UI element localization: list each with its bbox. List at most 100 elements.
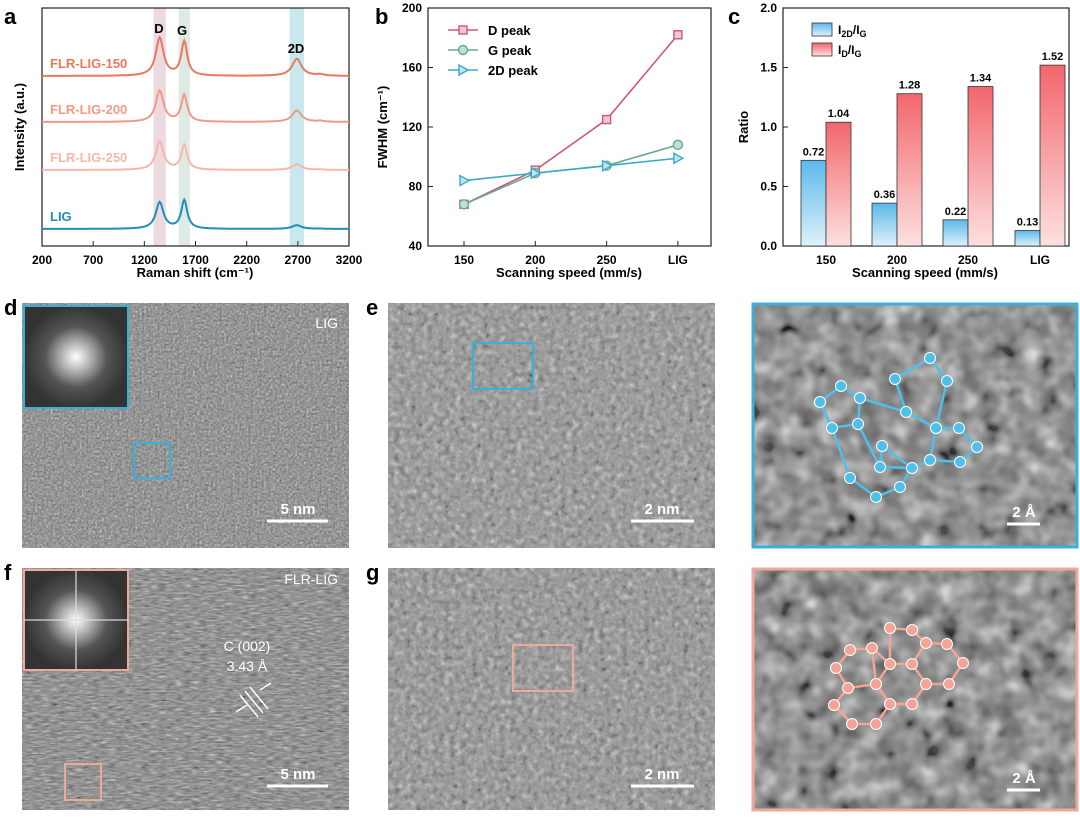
ratio-bar-i2d-ig (1014, 230, 1041, 247)
panel-letter-c: c (728, 4, 740, 29)
fwhm-chart: 40 80 120 160 200 150 200 250 LIG D peak G peak 2D… (375, 1, 712, 280)
lattice-atom (941, 638, 953, 650)
lattice-atom (930, 422, 942, 434)
lattice-atom (830, 662, 842, 674)
panel-letter-g: g (366, 560, 379, 585)
band-d (153, 8, 166, 246)
fwhm-line-g-peak (463, 144, 679, 206)
tem-label-flr-lig: FLR-LIG (284, 571, 338, 587)
band-label-2d: 2D (288, 41, 305, 56)
lattice-atom (844, 472, 856, 484)
raman-x-tick-label: 2700 (284, 253, 311, 267)
lattice-spacing-label: 3.43 Å (227, 658, 268, 674)
ratio-x-label: Scanning speed (mm/s) (852, 265, 998, 280)
fwhm-x-tick-label: LIG (668, 253, 688, 267)
spectrum-lig (42, 197, 349, 230)
tem-label-lig: LIG (315, 315, 338, 331)
lattice-atom (906, 624, 918, 636)
lattice-atom (870, 491, 882, 503)
fwhm-legend-marker (458, 25, 468, 35)
fwhm-legend-marker (457, 44, 469, 56)
legend-label-i2d-ig: I2D/IG (838, 23, 867, 39)
zoom-frame-blue (751, 302, 1079, 549)
fwhm-y-tick-label: 200 (402, 1, 422, 15)
lattice-atom (876, 440, 888, 452)
roi-box-lig (133, 442, 171, 479)
fwhm-legend-label: G peak (488, 43, 532, 58)
ratio-bar-label: 0.13 (1017, 217, 1038, 229)
fwhm-x-tick-label: 150 (454, 253, 474, 267)
lattice-atom (852, 418, 864, 430)
ratio-y-label: Ratio (736, 111, 751, 144)
ratio-bar-id-ig (896, 93, 923, 247)
lattice-atom (953, 422, 965, 434)
fwhm-y-tick-label: 40 (409, 239, 423, 253)
scale-label-f: 5 nm (280, 766, 315, 783)
fwhm-legend-label: D peak (488, 23, 531, 38)
lattice-atom (844, 644, 856, 656)
ratio-bar-label: 1.04 (828, 108, 850, 120)
ratio-x-tick-label: LIG (1030, 253, 1050, 267)
lattice-overlay-pink (828, 622, 969, 730)
lattice-atom (943, 678, 955, 690)
spectrum-flr-lig-150 (42, 35, 349, 77)
lattice-atom (920, 678, 932, 690)
ratio-x-tick-label: 150 (816, 253, 836, 267)
raman-x-tick-label: 200 (32, 253, 52, 267)
fwhm-frame (427, 7, 712, 247)
ratio-bar-id-ig (825, 121, 852, 247)
lattice-atom (842, 682, 854, 694)
panel-letter-b: b (375, 4, 388, 29)
lattice-atom (906, 658, 918, 670)
panel-letter-a: a (4, 4, 17, 29)
ratio-bar-id-ig (967, 86, 994, 247)
lattice-atom (920, 637, 932, 649)
fwhm-point-g (672, 139, 684, 151)
legend-swatch-id-ig (811, 42, 833, 57)
fwhm-point-2d (530, 166, 542, 180)
lattice-bond (870, 647, 878, 685)
lattice-atom (846, 718, 858, 730)
lattice-atom (971, 441, 983, 453)
ratio-bar-i2d-ig (942, 219, 969, 247)
fwhm-point-d (601, 114, 612, 125)
roi-box-e (472, 342, 534, 390)
lattice-atom (884, 658, 896, 670)
lattice-bond (830, 427, 852, 479)
lattice-atom (866, 642, 878, 654)
panel-letter-d: d (4, 295, 17, 320)
ratio-bar-label: 0.36 (874, 189, 895, 201)
lattice-overlay-blue (814, 352, 983, 503)
spectrum-label-flr-lig-150: FLR-LIG-150 (50, 56, 127, 71)
fwhm-x-tick-label: 200 (525, 253, 545, 267)
ratio-bar-label: 1.34 (970, 73, 992, 85)
lattice-bond (934, 380, 949, 429)
ratio-bar-i2d-ig (871, 202, 898, 247)
lattice-atom (854, 392, 866, 404)
ratio-bar-label: 1.52 (1042, 51, 1063, 63)
panel-letter-e: e (366, 295, 378, 320)
fwhm-point-g (458, 199, 470, 210)
ratio-y-tick-label: 1.5 (760, 61, 777, 75)
spectrum-label-lig: LIG (50, 209, 72, 224)
lattice-bond (856, 423, 882, 468)
lattice-plane-label: C (002) (224, 638, 271, 654)
zoom-image-flr-lig: 2 Å (751, 567, 1079, 812)
fft-inset-lig (23, 305, 129, 409)
band-2d (289, 8, 304, 246)
scale-label-e-zoom: 2 Å (1012, 504, 1036, 521)
fwhm-point-d (673, 30, 683, 40)
lattice-atom (900, 406, 912, 418)
ratio-y-tick-label: 0.0 (760, 239, 777, 253)
raman-x-tick-label: 1700 (182, 253, 209, 267)
lattice-atom (835, 380, 847, 392)
band-label-g: G (177, 23, 187, 38)
lattice-atom (894, 481, 906, 493)
tem-image-flr-lig: FLR-LIG C (002) 3.43 Å 5 nm (22, 568, 349, 810)
lattice-bond (881, 444, 913, 470)
zoom-frame-pink (751, 567, 1079, 812)
fwhm-legend-marker (458, 63, 470, 77)
scale-label-d: 5 nm (280, 501, 315, 518)
hrtem-image-lig: 2 nm (388, 303, 715, 548)
ratio-bar-label: 0.22 (945, 206, 966, 218)
